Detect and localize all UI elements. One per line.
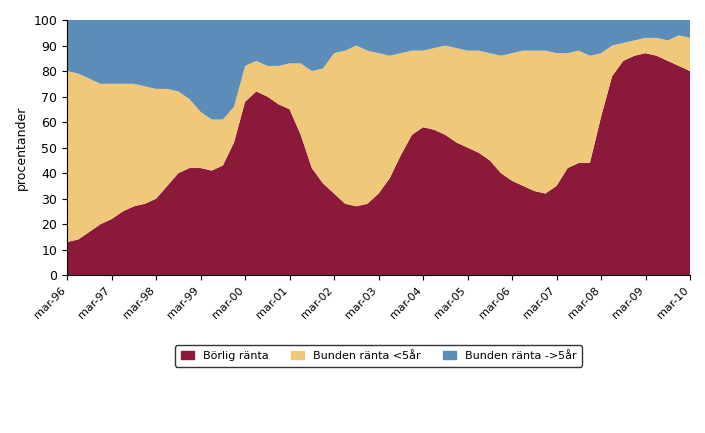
Y-axis label: procentander: procentander (15, 105, 28, 190)
Legend: Börlig ränta, Bunden ränta <5år, Bunden ränta ->5år: Börlig ränta, Bunden ränta <5år, Bunden … (175, 346, 582, 367)
